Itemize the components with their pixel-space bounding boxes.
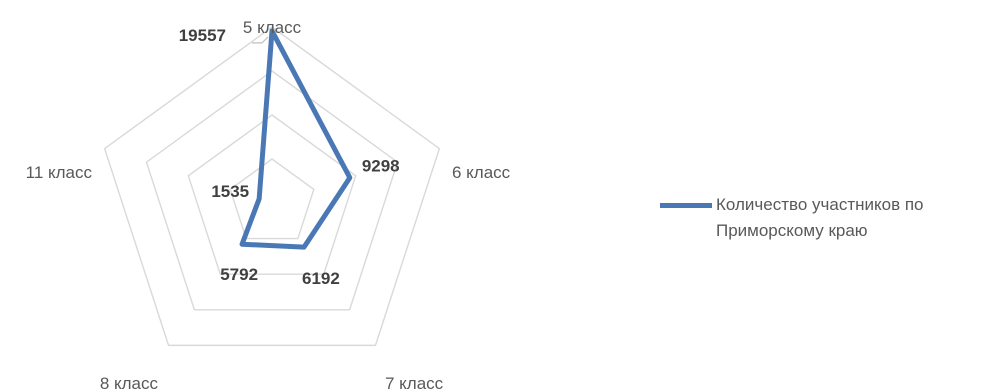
data-label-4: 5792: [220, 265, 258, 284]
data-label-1: 19557: [179, 26, 226, 45]
data-label-2: 9298: [362, 157, 400, 176]
legend-swatch-line: [660, 203, 712, 208]
grid-ring-4: [103, 26, 441, 347]
data-label-leaders: [252, 36, 269, 44]
series-line-1: [239, 28, 353, 250]
leader-line-1: [252, 36, 269, 44]
axis-label-5: 11 класс: [26, 163, 93, 182]
radar-grid: [103, 26, 441, 347]
grid-ring-1: [229, 158, 315, 240]
radar-series: [239, 28, 353, 250]
data-label-3: 6192: [302, 269, 340, 288]
legend-label: Количество участников по Приморскому кра…: [716, 195, 924, 240]
axis-label-3: 7 класс: [385, 374, 444, 389]
axis-label-1: 5 класс: [243, 18, 302, 37]
axis-label-4: 8 класс: [100, 374, 159, 389]
chart-legend: Количество участников по Приморскому кра…: [660, 192, 980, 244]
data-label-5: 1535: [211, 182, 249, 201]
grid-ring-3: [145, 70, 399, 311]
axis-label-2: 6 класс: [452, 163, 511, 182]
radar-labels: 5 класс 6 класс 7 класс 8 класс 11 класс 1955…: [26, 18, 511, 389]
